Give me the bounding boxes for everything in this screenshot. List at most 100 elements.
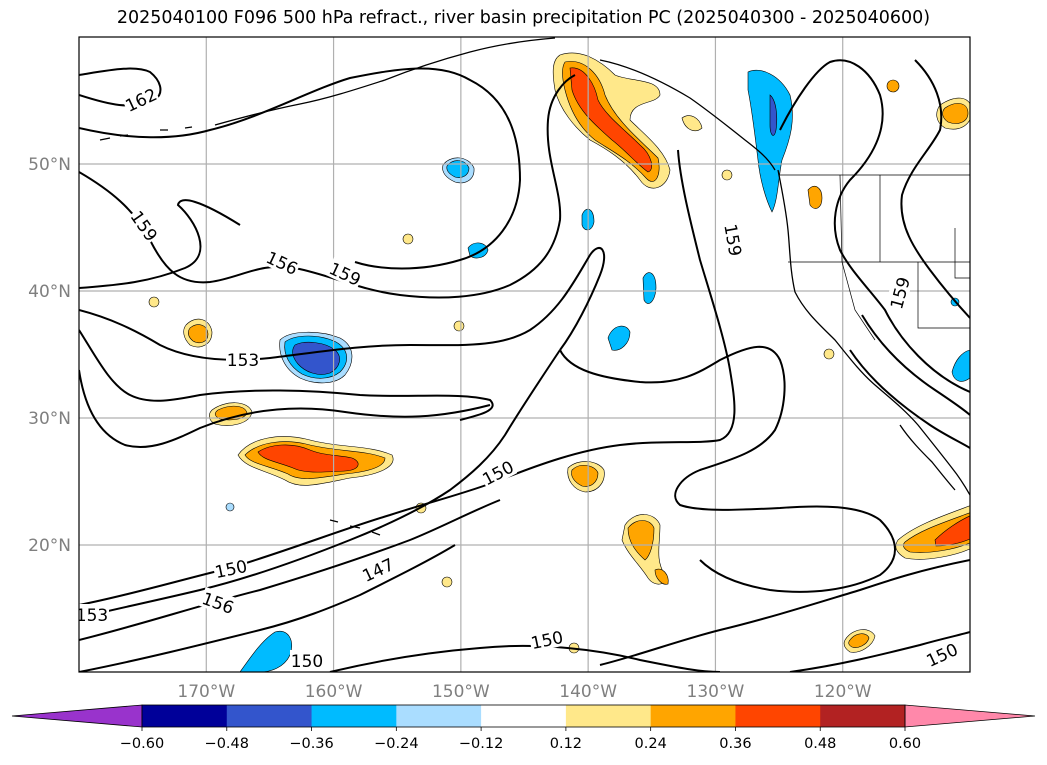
contour-line [79, 369, 491, 449]
contour-label: 153 [76, 606, 108, 626]
colorbar-tick-label: −0.48 [205, 736, 249, 752]
precip-positive-area [681, 115, 703, 131]
contour-label-bg [357, 552, 398, 586]
contour-label-bg [477, 455, 518, 489]
lat-tick-label: 20°N [28, 536, 71, 556]
precip-positive-core [571, 465, 599, 487]
alaska-panhandle-coast [599, 59, 776, 171]
precip-positive-area [654, 568, 669, 585]
contour-label: 150 [291, 652, 323, 672]
contour-label-bg [212, 554, 250, 582]
contour-label-bg [126, 205, 163, 246]
precip-positive-core [848, 633, 870, 648]
contour-line [849, 349, 970, 449]
contour-line [79, 329, 494, 421]
precip-positive-dot [823, 348, 835, 360]
contour-line [861, 314, 970, 416]
colorbar-frame [141, 704, 906, 728]
contour-label-bg [921, 637, 962, 671]
precip-positive-dot [453, 320, 465, 332]
colorbar-segment [481, 705, 567, 727]
map-background [79, 37, 970, 672]
lon-tick-label: 150°W [432, 682, 490, 702]
lat-tick-label: 50°N [28, 155, 71, 175]
axis-labels: 50°N 40°N 30°N 20°N 170°W 160°W 150°W 140°W 130°… [28, 155, 872, 702]
contour-label-group: 153 [226, 349, 260, 371]
precip-negative-dot [225, 502, 235, 512]
lon-tick-label: 120°W [814, 682, 872, 702]
contour-label-group: 150 [290, 650, 324, 672]
lon-tick-label: 130°W [687, 682, 745, 702]
precip-positive-core [188, 324, 209, 344]
contour-line [79, 67, 522, 270]
political-borders [780, 174, 970, 341]
contour-line [900, 59, 970, 319]
lon-tick-label: 160°W [305, 682, 363, 702]
contour-line [559, 345, 896, 593]
contour-line [79, 67, 162, 107]
contour-label-group: 150 [528, 625, 566, 654]
colorbar-tick-label: −0.36 [289, 736, 333, 752]
contour-label: 153 [227, 351, 259, 371]
lon-tick-label: 170°W [177, 682, 235, 702]
colorbar-tick-label: 0.12 [550, 736, 582, 752]
state-borders [788, 174, 970, 341]
colorbar-tick-label: 0.24 [635, 736, 667, 752]
precip-positive-dot [402, 233, 414, 245]
contour-label-bg [884, 273, 914, 312]
contour-label-bg [325, 256, 366, 290]
map-title: 2025040100 F096 500 hPa refract., river … [116, 8, 931, 28]
colorbar-tick-label: 0.60 [889, 736, 921, 752]
colorbar-tick-label: −0.12 [459, 736, 503, 752]
contour-label-bg [198, 586, 238, 618]
contour-line [79, 149, 736, 606]
contour-label-bg [528, 625, 566, 653]
contour-label-bg [226, 349, 260, 369]
precip-positive-dot [721, 169, 733, 181]
colorbar-tick-label: −0.24 [374, 736, 418, 752]
contour-line [599, 559, 970, 666]
contour-line [79, 74, 576, 299]
lon-tick-label: 140°W [559, 682, 617, 702]
contour-label-group: 147 [357, 552, 398, 587]
precip-positive-dot [886, 79, 900, 93]
colorbar-segment [396, 705, 482, 727]
contour-label-bg [79, 604, 109, 624]
colorbar-segment [735, 705, 821, 727]
colorbar-segment [142, 705, 228, 727]
contour-line [79, 499, 501, 641]
precip-negative-area [951, 349, 970, 382]
colorbar-segment [311, 705, 397, 727]
precip-positive-area [807, 186, 823, 209]
precip-negative-area [747, 69, 793, 213]
lat-tick-label: 40°N [28, 282, 71, 302]
map-frame [78, 36, 971, 673]
contour-line [79, 544, 456, 672]
colorbar-segment [226, 705, 313, 727]
lat-tick-label: 30°N [28, 409, 71, 429]
contour-line [779, 59, 970, 393]
precip-negative-area [607, 325, 631, 351]
colorbar-segment [565, 705, 652, 727]
colorbar-segment [820, 705, 906, 727]
precip-positive-peak [569, 67, 653, 173]
precip-positive-core [627, 520, 655, 561]
colorbar-tick-label: 0.48 [804, 736, 836, 752]
contour-label-bg [120, 82, 161, 116]
precip-positive-dot [441, 576, 453, 588]
alaska-coastline [214, 37, 556, 126]
precip-negative-core [769, 94, 778, 136]
baja-coast [899, 424, 956, 491]
precip-negative-core [446, 160, 470, 178]
contour-label-bg [262, 245, 303, 279]
contour-line [79, 199, 241, 289]
contour-label-bg [721, 221, 747, 259]
contour-label-group: 159 [884, 273, 915, 312]
colorbar: −0.60 −0.48 −0.36 −0.24 −0.12 0.12 0.24 0.36 0.4… [11, 704, 1036, 752]
refractivity-contours [79, 59, 970, 672]
colorbar-segment [650, 705, 736, 727]
colorbar-extend-low [11, 704, 143, 728]
precip-positive-core [942, 103, 969, 124]
contour-line [789, 631, 970, 672]
